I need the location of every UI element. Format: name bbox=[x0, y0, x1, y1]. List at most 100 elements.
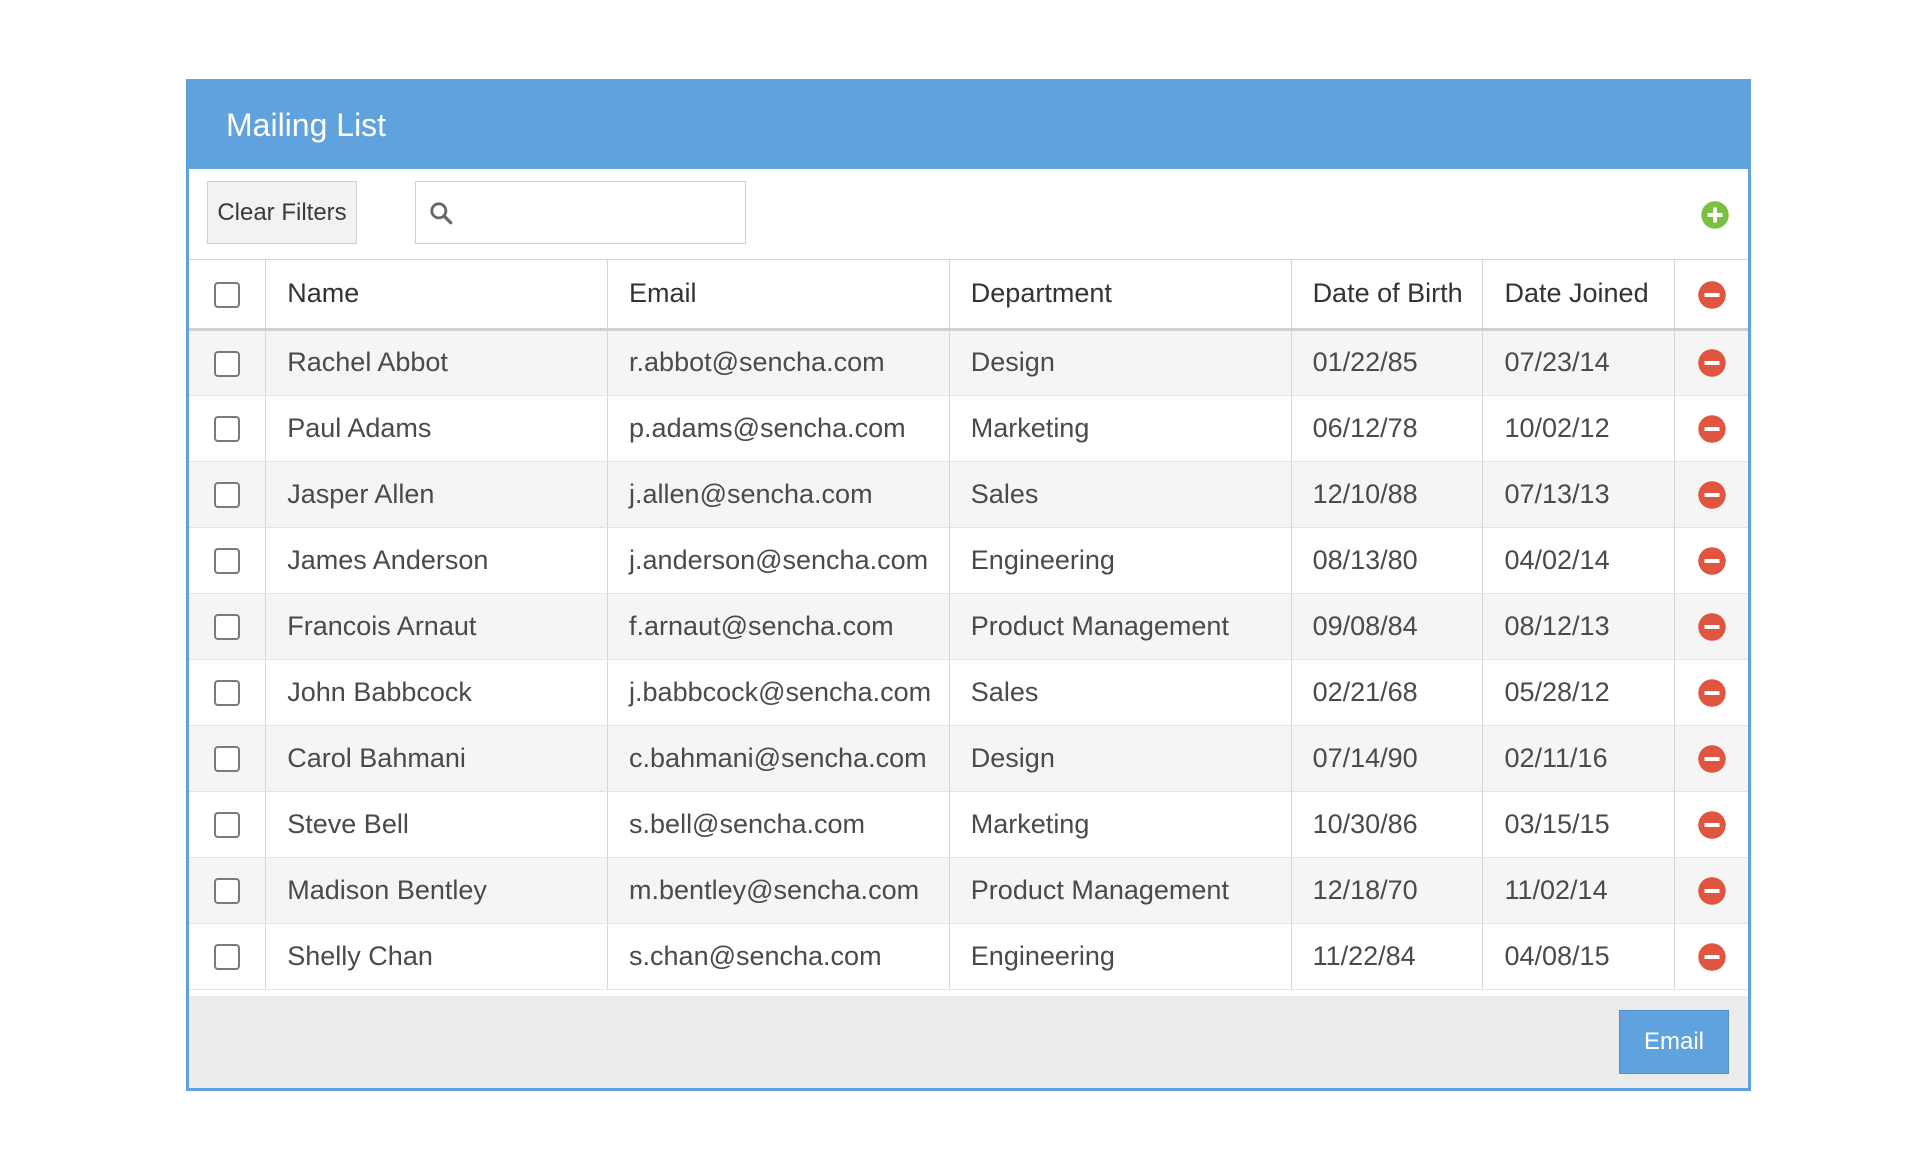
table-row[interactable]: James Anderson j.anderson@sencha.com Engin… bbox=[189, 527, 1748, 594]
row-select-cell bbox=[189, 395, 267, 462]
table-row[interactable]: Paul Adams p.adams@sencha.com Marketing 06/… bbox=[189, 395, 1748, 462]
table-row[interactable]: John Babbcock j.babbcock@sencha.com Sales 0… bbox=[189, 659, 1748, 726]
row-checkbox[interactable] bbox=[214, 944, 241, 971]
row-checkbox[interactable] bbox=[214, 482, 241, 509]
column-header-name[interactable]: Name bbox=[265, 260, 609, 331]
cell-date-of-birth: 12/10/88 bbox=[1291, 461, 1484, 528]
minus-circle-icon[interactable] bbox=[1697, 280, 1727, 310]
cell-department: Marketing bbox=[949, 395, 1292, 462]
search-input[interactable] bbox=[454, 181, 752, 244]
cell-email: r.abbot@sencha.com bbox=[607, 329, 950, 396]
row-checkbox[interactable] bbox=[214, 416, 241, 443]
row-checkbox[interactable] bbox=[214, 350, 241, 377]
row-remove-cell bbox=[1674, 527, 1748, 594]
cell-name: Paul Adams bbox=[265, 395, 609, 462]
toolbar: Clear Filters bbox=[189, 169, 1748, 260]
cell-department: Product Management bbox=[949, 593, 1292, 660]
minus-circle-icon[interactable] bbox=[1697, 414, 1727, 444]
cell-date-joined: 08/12/13 bbox=[1482, 593, 1676, 660]
minus-circle-icon[interactable] bbox=[1697, 546, 1727, 576]
cell-email: c.bahmani@sencha.com bbox=[607, 725, 950, 792]
cell-department: Engineering bbox=[949, 923, 1292, 990]
row-checkbox[interactable] bbox=[214, 614, 241, 641]
cell-date-of-birth: 12/18/70 bbox=[1291, 857, 1484, 924]
select-all-cell bbox=[189, 260, 267, 331]
cell-date-joined: 10/02/12 bbox=[1482, 395, 1676, 462]
cell-email: m.bentley@sencha.com bbox=[607, 857, 950, 924]
cell-email: j.allen@sencha.com bbox=[607, 461, 950, 528]
cell-email: s.bell@sencha.com bbox=[607, 791, 950, 858]
table-row[interactable]: Madison Bentley m.bentley@sencha.com Produ… bbox=[189, 857, 1748, 924]
cell-date-of-birth: 10/30/86 bbox=[1291, 791, 1484, 858]
row-select-cell bbox=[189, 857, 267, 924]
cell-date-joined: 04/02/14 bbox=[1482, 527, 1676, 594]
cell-date-of-birth: 01/22/85 bbox=[1291, 329, 1484, 396]
plus-circle-icon[interactable] bbox=[1700, 200, 1730, 230]
column-header-date-of-birth[interactable]: Date of Birth bbox=[1291, 260, 1484, 331]
mailing-list-grid: Name Email Department Date of Birth Date… bbox=[189, 260, 1748, 990]
table-row[interactable]: Jasper Allen j.allen@sencha.com Sales 12/10… bbox=[189, 461, 1748, 528]
minus-circle-icon[interactable] bbox=[1697, 810, 1727, 840]
grid-header-row: Name Email Department Date of Birth Date… bbox=[189, 260, 1748, 331]
cell-department: Product Management bbox=[949, 857, 1292, 924]
grid-body: Rachel Abbot r.abbot@sencha.com Design 01/2… bbox=[189, 329, 1748, 990]
table-row[interactable]: Carol Bahmani c.bahmani@sencha.com Design 0… bbox=[189, 725, 1748, 792]
cell-date-joined: 02/11/16 bbox=[1482, 725, 1676, 792]
minus-circle-icon[interactable] bbox=[1697, 744, 1727, 774]
clear-filters-button[interactable]: Clear Filters bbox=[207, 181, 357, 244]
minus-circle-icon[interactable] bbox=[1697, 480, 1727, 510]
cell-department: Design bbox=[949, 329, 1292, 396]
row-select-cell bbox=[189, 527, 267, 594]
cell-name: Jasper Allen bbox=[265, 461, 609, 528]
column-header-date-joined[interactable]: Date Joined bbox=[1482, 260, 1676, 331]
minus-circle-icon[interactable] bbox=[1697, 612, 1727, 642]
search-field[interactable] bbox=[415, 181, 752, 244]
cell-date-of-birth: 08/13/80 bbox=[1291, 527, 1484, 594]
cell-email: j.anderson@sencha.com bbox=[607, 527, 950, 594]
cell-date-of-birth: 02/21/68 bbox=[1291, 659, 1484, 726]
cell-department: Sales bbox=[949, 659, 1292, 726]
table-row[interactable]: Rachel Abbot r.abbot@sencha.com Design 01/2… bbox=[189, 329, 1748, 396]
cell-email: f.arnaut@sencha.com bbox=[607, 593, 950, 660]
cell-name: James Anderson bbox=[265, 527, 609, 594]
panel-title: Mailing List bbox=[226, 107, 387, 143]
panel-header: Mailing List bbox=[189, 82, 1748, 169]
cell-email: p.adams@sencha.com bbox=[607, 395, 950, 462]
row-checkbox[interactable] bbox=[214, 878, 241, 905]
minus-circle-icon[interactable] bbox=[1697, 348, 1727, 378]
row-select-cell bbox=[189, 659, 267, 726]
row-checkbox[interactable] bbox=[214, 680, 241, 707]
select-all-checkbox[interactable] bbox=[214, 282, 241, 309]
table-row[interactable]: Shelly Chan s.chan@sencha.com Engineering 1… bbox=[189, 923, 1748, 990]
cell-date-joined: 05/28/12 bbox=[1482, 659, 1676, 726]
column-header-department[interactable]: Department bbox=[949, 260, 1292, 331]
cell-name: Francois Arnaut bbox=[265, 593, 609, 660]
column-header-email[interactable]: Email bbox=[607, 260, 950, 331]
cell-name: Madison Bentley bbox=[265, 857, 609, 924]
cell-name: Carol Bahmani bbox=[265, 725, 609, 792]
minus-circle-icon[interactable] bbox=[1697, 678, 1727, 708]
table-row[interactable]: Francois Arnaut f.arnaut@sencha.com Produc… bbox=[189, 593, 1748, 660]
email-button[interactable]: Email bbox=[1619, 1010, 1729, 1074]
footer-toolbar: Email bbox=[189, 996, 1748, 1088]
row-remove-cell bbox=[1674, 329, 1748, 396]
cell-date-of-birth: 07/14/90 bbox=[1291, 725, 1484, 792]
cell-email: s.chan@sencha.com bbox=[607, 923, 950, 990]
row-remove-cell bbox=[1674, 395, 1748, 462]
cell-department: Engineering bbox=[949, 527, 1292, 594]
row-select-cell bbox=[189, 923, 267, 990]
cell-date-of-birth: 06/12/78 bbox=[1291, 395, 1484, 462]
remove-all-cell bbox=[1674, 260, 1748, 331]
minus-circle-icon[interactable] bbox=[1697, 876, 1727, 906]
table-row[interactable]: Steve Bell s.bell@sencha.com Marketing 10/3… bbox=[189, 791, 1748, 858]
minus-circle-icon[interactable] bbox=[1697, 942, 1727, 972]
row-select-cell bbox=[189, 791, 267, 858]
row-remove-cell bbox=[1674, 857, 1748, 924]
cell-date-joined: 11/02/14 bbox=[1482, 857, 1676, 924]
row-checkbox[interactable] bbox=[214, 548, 241, 575]
row-remove-cell bbox=[1674, 461, 1748, 528]
row-checkbox[interactable] bbox=[214, 746, 241, 773]
row-remove-cell bbox=[1674, 659, 1748, 726]
row-checkbox[interactable] bbox=[214, 812, 241, 839]
row-remove-cell bbox=[1674, 593, 1748, 660]
